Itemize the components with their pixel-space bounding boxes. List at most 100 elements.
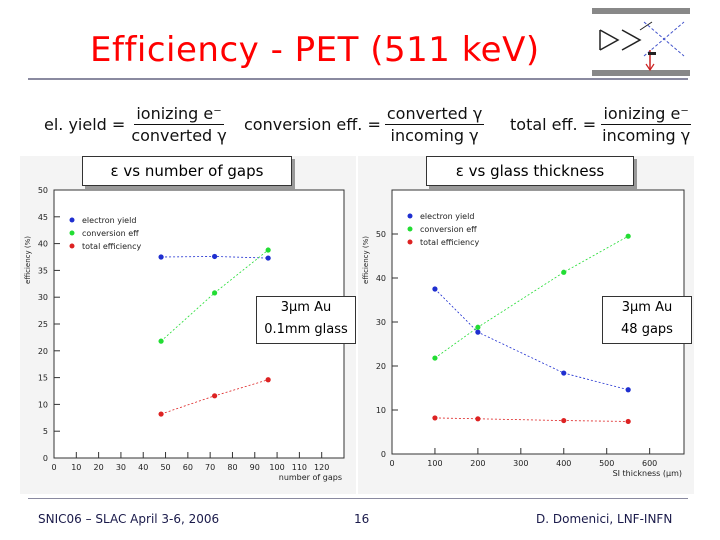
legend-label: electron yield [420, 212, 474, 221]
y-tick-label: 45 [38, 213, 48, 222]
footer-divider [28, 498, 688, 499]
data-point-blue [625, 387, 631, 393]
y-tick-label: 5 [43, 427, 48, 436]
x-tick-label: 50 [160, 463, 170, 472]
x-tick-label: 0 [389, 459, 394, 468]
x-tick-label: 120 [314, 463, 329, 472]
x-tick-label: 40 [138, 463, 148, 472]
data-point-blue [212, 253, 218, 260]
x-axis-label: SI thickness (μm) [613, 469, 682, 478]
y-tick-label: 25 [38, 320, 48, 329]
page-title: Efficiency - PET (511 keV) [90, 30, 540, 70]
formula-label: conversion eff. = [244, 115, 381, 134]
x-tick-label: 30 [116, 463, 126, 472]
formula-denominator: converted γ [131, 126, 227, 145]
series-line-blue [434, 288, 629, 391]
x-tick-label: 100 [269, 463, 284, 472]
data-point-blue [432, 286, 438, 292]
legend-marker [69, 230, 75, 236]
y-tick-label: 10 [38, 400, 48, 409]
x-tick-label: 110 [292, 463, 307, 472]
x-tick-label: 0 [51, 463, 56, 472]
title-divider [28, 78, 688, 80]
data-point-red [561, 417, 567, 424]
note-line: 0.1mm glass [264, 322, 348, 337]
data-point-blue [158, 254, 164, 260]
x-tick-label: 60 [183, 463, 193, 472]
y-tick-label: 50 [376, 230, 386, 239]
data-point-green [158, 338, 164, 344]
x-tick-label: 200 [470, 459, 485, 468]
x-tick-label: 10 [71, 463, 81, 472]
data-point-red [158, 411, 164, 417]
x-tick-label: 90 [250, 463, 260, 472]
detector-logo [592, 8, 690, 78]
footer-author: D. Domenici, LNF-INFN [536, 512, 673, 526]
data-point-green [432, 355, 438, 361]
formula-numerator: converted γ [384, 104, 485, 125]
x-tick-label: 600 [642, 459, 657, 468]
legend-marker [407, 226, 413, 232]
legend-marker [69, 217, 75, 223]
note-line: 3μm Au [621, 300, 673, 315]
legend-label: conversion eff [420, 225, 477, 234]
data-point-red [625, 418, 631, 425]
footer-page-number: 16 [354, 512, 370, 526]
x-tick-label: 500 [599, 459, 614, 468]
legend-label: electron yield [82, 216, 136, 225]
legend-label: total efficiency [420, 238, 480, 247]
y-tick-label: 30 [38, 293, 48, 302]
legend-marker [69, 243, 75, 249]
formula-el-yield: el. yield = ionizing e⁻ converted γ [44, 104, 229, 145]
legend-marker [407, 239, 413, 245]
formula-fraction: converted γ incoming γ [384, 104, 485, 145]
y-tick-label: 30 [376, 318, 386, 327]
y-tick-label: 50 [38, 186, 48, 195]
y-tick-label: 10 [376, 406, 386, 415]
x-tick-label: 100 [427, 459, 442, 468]
y-axis-label: efficiency (%) [362, 236, 370, 284]
legend-label: conversion eff [82, 229, 139, 238]
formula-numerator: ionizing e⁻ [601, 104, 691, 125]
chart-title-gaps: ε vs number of gaps [82, 156, 292, 186]
chart-vs-thickness: 0 10 20 30 40 50 0 100 200 300 400 500 600 SI thickne… [358, 156, 694, 494]
data-point-green [561, 269, 567, 275]
formula-denominator: incoming γ [390, 126, 479, 145]
note-line: 3μm Au [280, 300, 332, 315]
note-thickness: 3μm Au 48 gaps [602, 296, 692, 344]
y-tick-label: 15 [38, 374, 48, 383]
data-point-blue [475, 329, 481, 335]
data-point-red [265, 377, 271, 383]
data-point-red [475, 416, 481, 422]
y-tick-label: 20 [38, 347, 48, 356]
note-gaps: 3μm Au 0.1mm glass [256, 296, 356, 344]
y-tick-label: 20 [376, 362, 386, 371]
data-point-red [212, 393, 218, 399]
chart-title-thickness: ε vs glass thickness [426, 156, 634, 186]
x-tick-label: 70 [205, 463, 215, 472]
footer-conference: SNIC06 – SLAC April 3-6, 2006 [38, 512, 220, 526]
formula-label: el. yield = [44, 115, 126, 134]
note-line: 48 gaps [621, 322, 673, 337]
formula-fraction: ionizing e⁻ incoming γ [600, 104, 692, 145]
x-tick-label: 20 [94, 463, 104, 472]
y-tick-label: 40 [38, 240, 48, 249]
x-tick-label: 400 [556, 459, 571, 468]
x-tick-label: 300 [513, 459, 528, 468]
legend-marker [407, 213, 413, 219]
formula-total-eff: total eff. = ionizing e⁻ incoming γ [510, 104, 692, 145]
y-tick-label: 40 [376, 274, 386, 283]
y-tick-label: 0 [43, 454, 48, 463]
data-point-blue [561, 370, 567, 376]
data-point-green [265, 247, 271, 253]
formula-denominator: incoming γ [602, 126, 691, 145]
legend-label: total efficiency [82, 242, 142, 251]
y-tick-label: 0 [381, 450, 386, 459]
formula-numerator: ionizing e⁻ [134, 104, 224, 125]
y-tick-label: 35 [38, 266, 48, 275]
x-tick-label: 80 [227, 463, 237, 472]
series-line-red [434, 417, 629, 422]
formula-label: total eff. = [510, 115, 597, 134]
data-point-red [432, 415, 438, 421]
x-axis-label: number of gaps [279, 473, 342, 482]
